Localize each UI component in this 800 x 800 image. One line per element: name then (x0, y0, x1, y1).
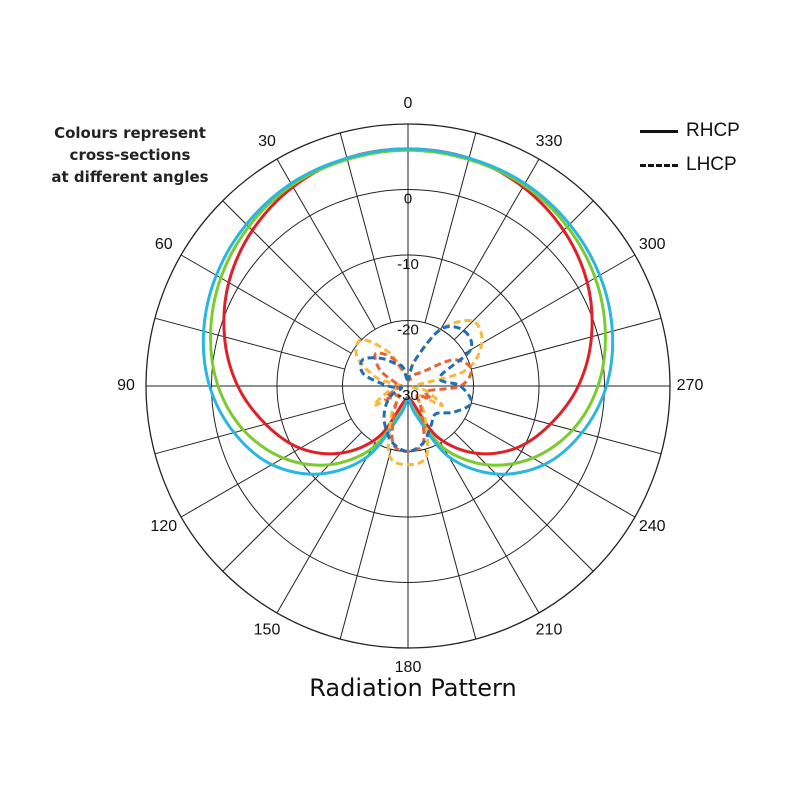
colour-note: Colours represent cross-sections at diff… (30, 122, 230, 188)
grid-spoke (180, 254, 352, 354)
legend: RHCP LHCP (640, 114, 740, 182)
radial-tick-label: 0 (404, 191, 412, 208)
legend-label: RHCP (686, 120, 740, 141)
grid-spoke (154, 317, 345, 370)
angle-tick-label: 90 (117, 377, 135, 394)
chart-title: Radiation Pattern (309, 674, 517, 702)
grid-spoke (222, 431, 363, 572)
tick-labels: 0 30 60 90 120 150 180 210 240 270 300 330 0 -10 -20 -3… (117, 95, 703, 676)
angle-tick-label: 30 (258, 133, 276, 150)
grid-spoke (424, 132, 477, 323)
angle-tick-label: 60 (155, 236, 173, 253)
grid-spoke (339, 132, 392, 323)
grid-spoke (464, 254, 636, 354)
grid-spoke (453, 431, 594, 572)
radial-tick-label: -30 (397, 387, 419, 404)
lhcp-series-line-5 (359, 325, 474, 453)
grid-spoke (471, 317, 662, 370)
grid-spoke (276, 442, 376, 614)
legend-item-rhcp: RHCP (640, 114, 740, 148)
rhcp-series-line-2 (201, 147, 615, 476)
solid-line-swatch (640, 129, 678, 133)
angle-tick-label: 180 (395, 659, 422, 676)
angle-tick-label: 240 (639, 518, 666, 535)
angle-tick-label: 210 (536, 621, 563, 638)
angle-tick-label: 0 (404, 95, 413, 112)
colour-note-line: Colours represent (54, 124, 206, 142)
grid-spoke (464, 418, 636, 518)
angle-tick-label: 270 (677, 377, 704, 394)
grid-spoke (440, 442, 540, 614)
dashed-line-swatch (640, 163, 678, 167)
lhcp-series-line-3 (354, 319, 484, 467)
lhcp-series-line-4 (373, 351, 473, 453)
angle-tick-label: 120 (150, 518, 177, 535)
grid-spoke (471, 402, 662, 455)
grid-spoke (424, 449, 477, 640)
colour-note-line: cross-sections (69, 146, 191, 164)
series-layer (201, 147, 615, 476)
colour-note-line: at different angles (51, 168, 209, 186)
grid-spoke (339, 449, 392, 640)
radial-tick-label: -10 (397, 256, 419, 273)
angle-tick-label: 150 (254, 621, 281, 638)
legend-label: LHCP (686, 154, 737, 175)
radial-tick-label: -20 (397, 322, 419, 339)
legend-item-lhcp: LHCP (640, 148, 740, 182)
angle-tick-label: 300 (639, 236, 666, 253)
grid-spoke (180, 418, 352, 518)
grid-spoke (154, 402, 345, 455)
angle-tick-label: 330 (536, 133, 563, 150)
